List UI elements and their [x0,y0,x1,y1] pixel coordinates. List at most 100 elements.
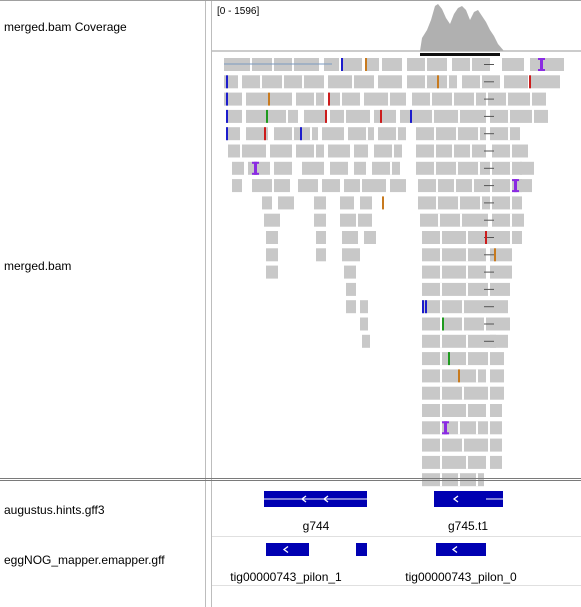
read-gap [440,317,442,331]
aligned-read [270,92,292,106]
aligned-read [354,144,368,158]
base-mismatch [365,58,367,71]
emapper-feature-pilon-0 [436,543,486,556]
panel-split-upper[interactable] [0,478,581,479]
read-gap [440,265,442,279]
read-gap [462,386,464,400]
aligned-read [416,144,486,158]
coverage-track[interactable] [212,4,581,56]
bottom-track-separator [212,585,581,586]
insertion-marker [444,421,447,435]
aligned-read [367,58,379,71]
aligned-read [490,109,532,123]
base-mismatch [448,352,450,366]
read-gap [390,161,392,175]
aligned-read [340,213,356,227]
read-gap [476,369,478,383]
base-mismatch [226,127,228,141]
read-gap [432,109,434,123]
read-gap [472,179,474,193]
aligned-read [274,161,292,175]
read-gap [474,92,476,106]
aligned-read [534,109,548,123]
aligned-read [490,386,504,400]
coverage-range-label: [0 - 1596] [217,6,260,17]
attribute-divider[interactable] [211,0,212,607]
aligned-read [532,92,546,106]
base-mismatch [380,109,382,123]
track-name-coverage[interactable]: merged.bam Coverage [4,20,127,34]
aligned-read [490,317,510,331]
aligned-read [224,92,242,106]
strand-arrow-icon [282,545,289,554]
aligned-read [422,231,492,244]
read-gap [466,231,468,244]
tracks-canvas[interactable] [212,0,581,607]
track-name-hints[interactable]: augustus.hints.gff3 [4,503,105,517]
aligned-read [378,75,402,89]
aligned-read [342,92,360,106]
aligned-read [520,144,528,158]
read-gap [458,473,460,487]
aligned-read [378,127,406,141]
read-gap [462,300,464,314]
base-mismatch [341,58,343,71]
emapper-feature-track[interactable] [266,543,486,556]
read-gap [476,421,478,435]
base-mismatch [328,92,330,106]
names-divider[interactable] [205,0,206,607]
base-mismatch [226,75,228,89]
aligned-read [314,196,326,210]
aligned-read [304,109,326,123]
read-gap [440,369,442,383]
aligned-read [226,127,240,141]
panel-split-lower[interactable] [0,480,581,481]
read-gap [478,127,480,141]
base-mismatch [226,109,228,123]
aligned-read [552,75,560,89]
read-gap [438,213,440,227]
aligned-read [492,161,522,175]
read-gap [392,144,394,158]
base-mismatch [494,248,496,262]
track-name-alignments[interactable]: merged.bam [4,259,72,273]
strand-arrow-icon [322,495,329,503]
track-name-emapper[interactable]: eggNOG_mapper.emapper.gff [4,553,165,567]
aligned-read [270,144,292,158]
aligned-read [274,179,290,193]
top-border [0,0,581,1]
read-gap [314,144,316,158]
aligned-read [342,58,362,71]
aligned-read [492,196,522,210]
aligned-read [262,196,272,210]
aligned-read [316,248,326,262]
aligned-read [382,58,402,71]
base-mismatch [266,109,268,123]
insertion-marker-cap [512,190,519,193]
hints-feature-track[interactable] [264,491,503,507]
read-gap [510,144,512,158]
aligned-read [274,127,318,141]
read-gap [366,127,368,141]
insertion-marker [514,179,517,193]
read-gap [462,438,464,452]
base-mismatch [425,300,427,314]
alignment-track[interactable] [224,58,564,487]
read-gap [452,144,454,158]
read-gap [470,58,472,71]
aligned-read [422,265,486,279]
aligned-read [422,352,488,366]
aligned-read [418,196,490,210]
aligned-read [232,161,244,175]
aligned-read [490,369,504,383]
insertion-marker [540,58,543,71]
aligned-read [390,92,406,106]
read-gap [466,282,468,296]
aligned-read [246,109,266,123]
read-gap [460,213,462,227]
aligned-read [246,92,268,106]
aligned-read [362,179,386,193]
aligned-read [416,127,486,141]
aligned-read [490,127,520,141]
base-mismatch [422,300,424,314]
